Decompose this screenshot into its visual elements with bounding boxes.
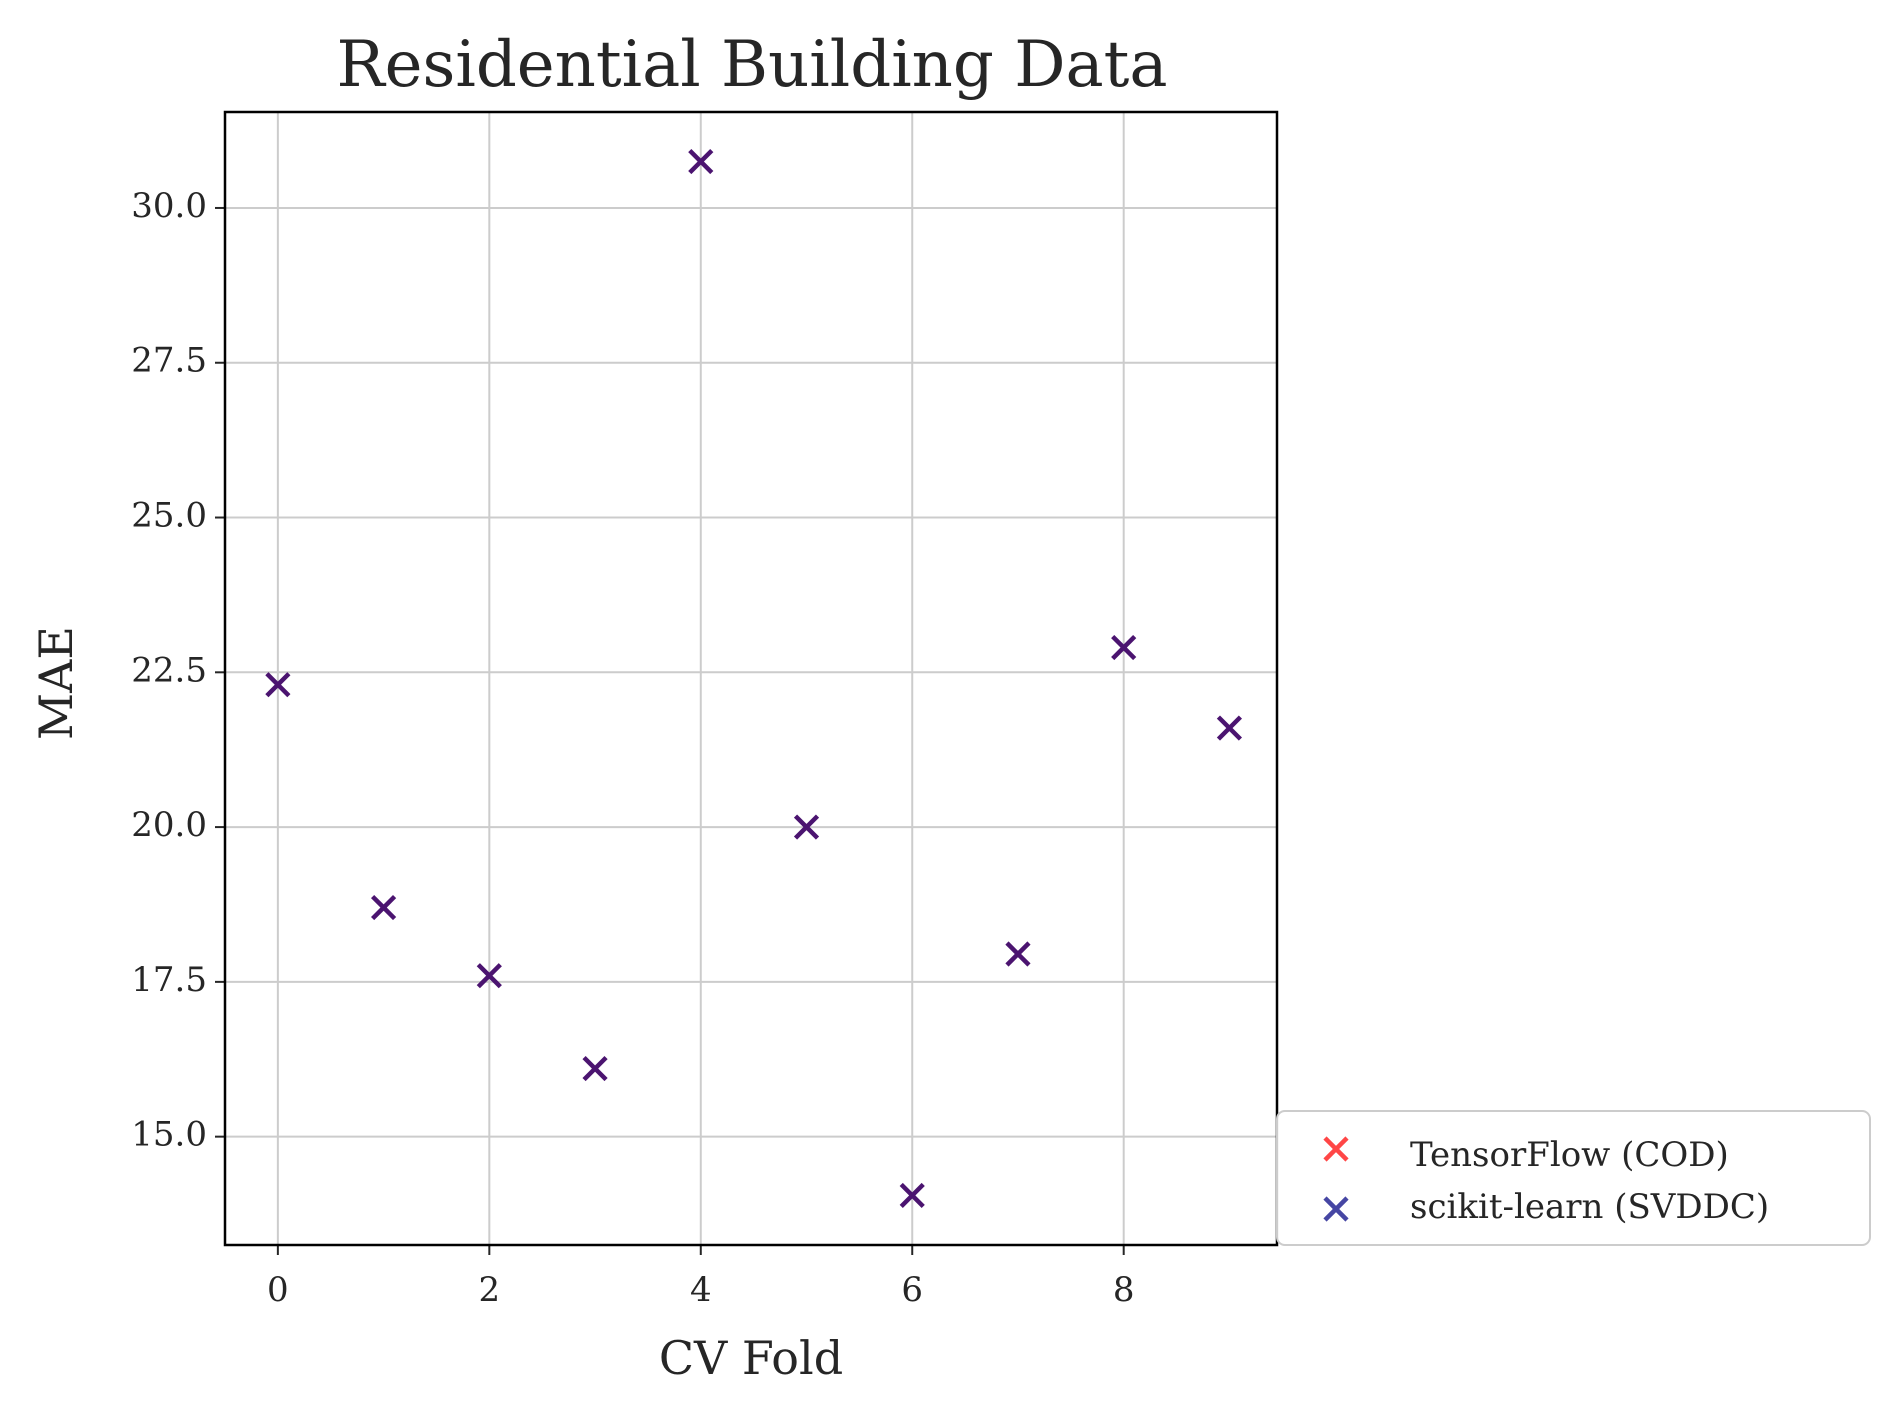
data-point [476,963,502,989]
chart-title: Residential Building Data [336,28,1167,102]
y-tick-label: 17.5 [131,960,207,1000]
legend-box [1276,1110,1871,1246]
legend-marker-scikit-learn [1323,1196,1349,1222]
data-point [371,894,397,921]
x-tick-label: 0 [267,1270,289,1310]
data-point [582,1055,608,1082]
y-tick-label: 30.0 [131,186,207,226]
y-tick-label: 25.0 [131,496,207,536]
data-point [899,1182,925,1209]
data-point [1111,634,1137,661]
data-point [1005,941,1031,967]
legend-marker-x [1323,1196,1349,1222]
legend-marker-tensorflow [1323,1136,1349,1162]
data-point [265,672,291,698]
plot-frame [223,110,1279,1247]
x-tick-label: 4 [690,1270,712,1310]
legend-label-tensorflow: TensorFlow (COD) [1410,1135,1729,1175]
y-axis-label: MAE [29,626,83,740]
x-tick-label: 6 [901,1270,923,1310]
y-tick-label: 27.5 [131,341,207,381]
y-tick-label: 20.0 [131,805,207,845]
data-point [688,148,714,175]
x-tick-label: 2 [479,1270,501,1310]
y-tick-label: 15.0 [131,1115,207,1155]
data-points [265,148,1243,1209]
legend-marker-x [1323,1136,1349,1162]
data-point [1216,715,1243,741]
axis-ticks: 0 2 4 6 8 15.0 17.5 20.0 22.5 25.0 27.5 30.0 [131,186,1134,1310]
x-axis-label: CV Fold [659,1331,843,1385]
legend: TensorFlow (COD) scikit-learn (SVDDC) [1276,1110,1871,1246]
y-tick-label: 22.5 [131,650,207,690]
x-tick-label: 8 [1113,1270,1135,1310]
grid-lines [225,112,1277,1245]
data-point [793,814,820,840]
legend-label-scikit-learn: scikit-learn (SVDDC) [1410,1187,1769,1227]
